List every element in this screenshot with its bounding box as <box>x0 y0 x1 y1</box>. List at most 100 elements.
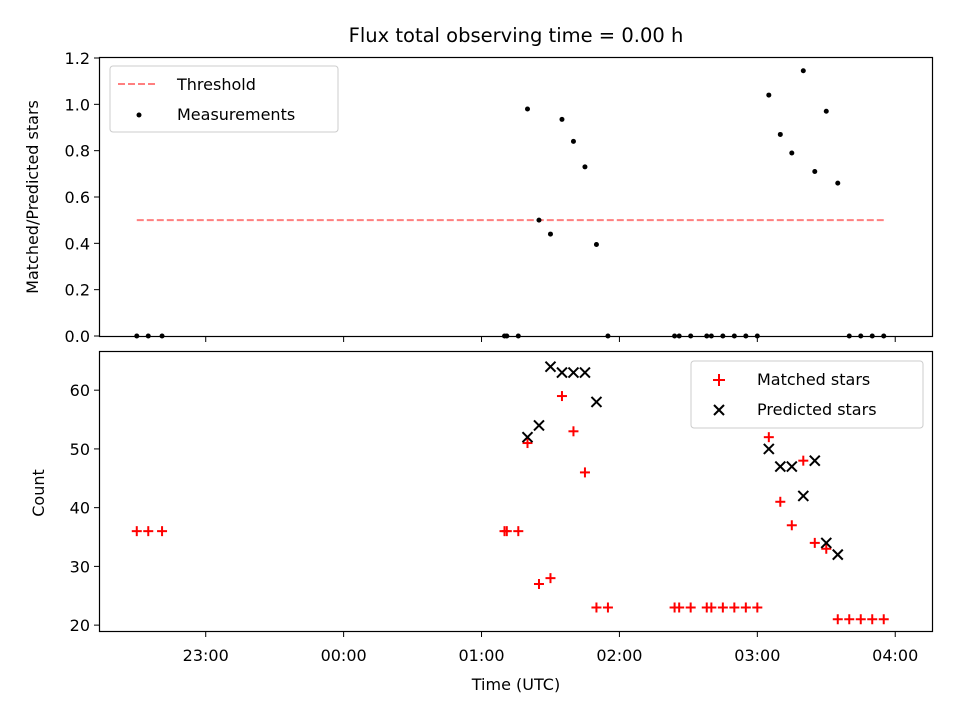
predicted-star-point <box>797 490 809 502</box>
top-legend: Threshold Measurements <box>109 65 339 133</box>
chart-title: Flux total observing time = 0.00 h <box>349 24 684 47</box>
matched-star-point <box>855 614 866 625</box>
bottom-panel: 20 30 40 50 60 23:00 00:00 01:00 02:00 03:00 04:0… <box>29 350 934 694</box>
legend-measurements-marker <box>136 112 142 118</box>
predicted-star-point <box>786 460 798 473</box>
x-axis-label: Time (UTC) <box>471 675 560 694</box>
bottom-y-tick-label: 50 <box>70 440 90 459</box>
measurement-point <box>766 92 772 98</box>
bottom-y-tick-label: 30 <box>70 557 90 576</box>
predicted-star-point <box>567 366 580 379</box>
predicted-star-point <box>533 419 545 432</box>
matched-star-point <box>786 520 797 531</box>
top-x-ticks <box>205 336 896 342</box>
matched-star-point <box>157 526 168 537</box>
legend-measurements-label: Measurements <box>177 105 295 124</box>
x-tick-label: 02:00 <box>596 646 642 665</box>
measurement-point <box>547 231 553 237</box>
predicted-star-point <box>556 366 568 379</box>
bottom-axes-frame <box>98 350 934 633</box>
x-tick-label: 03:00 <box>734 646 780 665</box>
matched-star-point <box>131 526 142 537</box>
measurement-point <box>570 138 576 144</box>
predicted-star-point <box>544 360 557 373</box>
matched-star-point <box>568 426 579 437</box>
bottom-y-tick-label: 20 <box>70 616 90 635</box>
top-y-ticks: 0.0 0.2 0.4 0.6 0.8 1.0 1.2 <box>65 49 100 346</box>
x-tick-label: 04:00 <box>872 646 918 665</box>
matched-star-point <box>775 496 786 507</box>
measurement-point <box>524 106 530 112</box>
matched-star-point <box>729 602 740 613</box>
predicted-star-point <box>832 548 844 561</box>
x-tick-label: 00:00 <box>321 646 367 665</box>
matched-star-point <box>522 438 533 449</box>
legend-predicted-label: Predicted stars <box>757 400 877 419</box>
top-panel: 0.0 0.2 0.4 0.6 0.8 1.0 1.2 Matched/Predicted … <box>23 49 934 346</box>
legend-matched-marker <box>713 374 725 386</box>
bottom-y-axis-label: Count <box>29 469 48 517</box>
matched-star-point <box>143 526 154 537</box>
predicted-star-point <box>579 366 591 379</box>
measurement-point <box>559 116 565 122</box>
matched-star-point <box>832 614 843 625</box>
measurement-point <box>789 150 795 156</box>
matched-star-point <box>740 602 751 613</box>
top-y-tick-label: 1.2 <box>65 49 90 68</box>
predicted-star-point <box>521 431 534 443</box>
predicted-star-point <box>820 537 832 549</box>
matched-star-point <box>513 526 524 537</box>
measurement-point <box>835 180 841 186</box>
predicted-star-point <box>809 454 821 467</box>
measurement-point <box>800 68 806 74</box>
bottom-y-ticks: 20 30 40 50 60 <box>70 381 100 635</box>
measurement-point <box>582 164 588 170</box>
matched-star-point <box>579 467 590 478</box>
matched-star-point <box>821 543 832 554</box>
matched-star-point <box>878 614 889 625</box>
predicted-star-point <box>590 396 603 408</box>
bottom-y-tick-label: 60 <box>70 381 90 400</box>
x-tick-label: 23:00 <box>183 646 229 665</box>
bottom-y-tick-label: 40 <box>70 499 90 518</box>
matched-star-point <box>706 602 717 613</box>
matched-star-point <box>752 602 763 613</box>
matched-star-point <box>763 432 774 443</box>
top-y-tick-label: 0.6 <box>65 188 90 207</box>
matched-star-point <box>809 537 820 548</box>
matched-star-point <box>556 391 567 402</box>
matched-star-point <box>798 455 809 466</box>
top-y-tick-label: 0.4 <box>65 234 90 253</box>
x-tick-label: 01:00 <box>458 646 504 665</box>
matched-star-point <box>844 614 855 625</box>
top-y-tick-label: 0.8 <box>65 142 90 161</box>
measurement-point <box>536 217 542 223</box>
bottom-plot-area <box>131 360 889 625</box>
top-y-axis-label: Matched/Predicted stars <box>23 100 42 294</box>
measurement-point <box>812 169 818 175</box>
measurement-point <box>823 108 829 114</box>
matched-star-point <box>501 526 512 537</box>
matched-star-point <box>545 573 556 584</box>
bottom-legend-frame <box>690 360 924 429</box>
measurement-point <box>593 241 599 247</box>
top-y-tick-label: 0.2 <box>65 281 90 300</box>
bottom-x-ticks: 23:00 00:00 01:00 02:00 03:00 04:00 <box>183 631 918 665</box>
top-y-tick-label: 0.0 <box>65 327 90 346</box>
matched-star-point <box>867 614 878 625</box>
matched-star-point <box>674 602 685 613</box>
bottom-legend: Matched stars Predicted stars <box>690 360 924 429</box>
predicted-star-point <box>774 460 787 473</box>
legend-predicted-marker <box>713 404 725 416</box>
matched-star-point <box>685 602 696 613</box>
matched-star-point <box>717 602 728 613</box>
matched-star-point <box>533 579 544 590</box>
matched-star-point <box>602 602 613 613</box>
legend-matched-label: Matched stars <box>757 370 870 389</box>
predicted-star-point <box>763 443 775 455</box>
top-y-tick-label: 1.0 <box>65 95 90 114</box>
legend-threshold-label: Threshold <box>176 75 256 94</box>
matched-star-point <box>591 602 602 613</box>
top-legend-frame <box>109 65 339 133</box>
